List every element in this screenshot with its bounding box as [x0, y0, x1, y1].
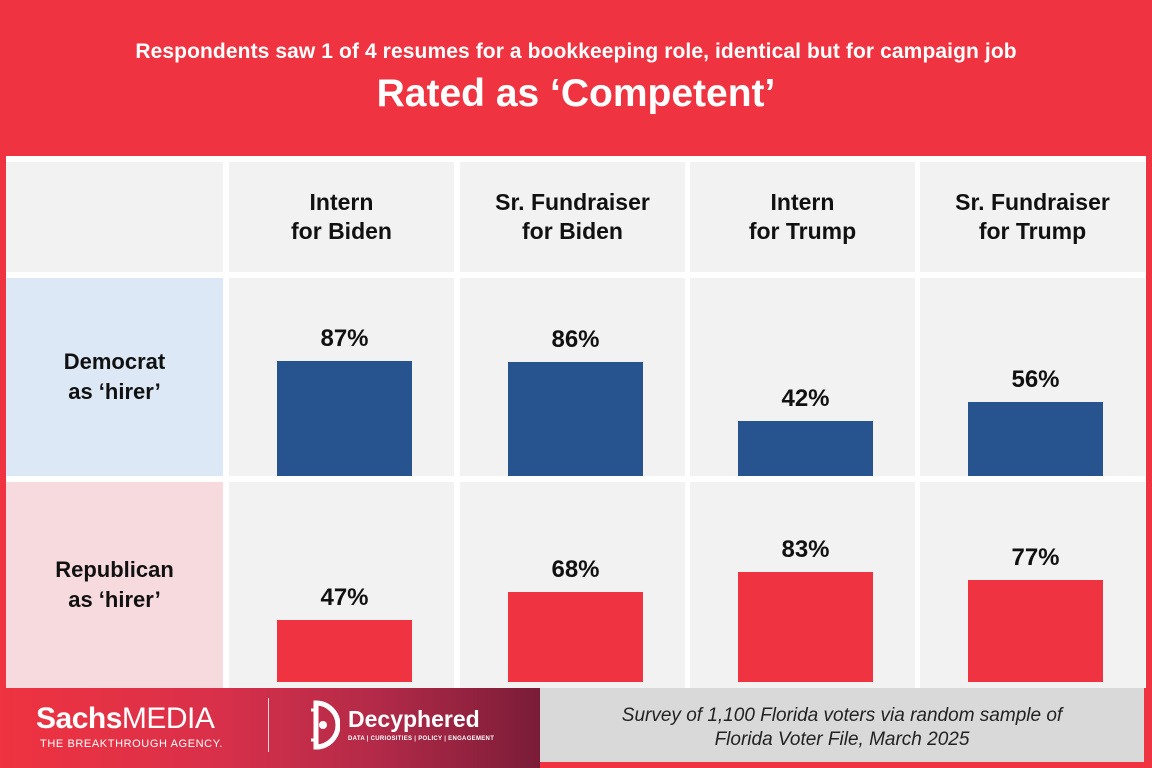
row-header-line2: as ‘hirer’: [68, 379, 161, 404]
logo-divider: [268, 698, 269, 752]
column-header-line1: Intern: [770, 189, 835, 215]
column-header-line1: Sr. Fundraiser: [955, 189, 1110, 215]
row-header-democrat: Democrat as ‘hirer’: [6, 278, 223, 476]
column-header-line2: for Biden: [291, 218, 392, 244]
bar: [738, 572, 873, 682]
column-header-line2: for Biden: [522, 218, 623, 244]
survey-note-line2: Florida Voter File, March 2025: [714, 729, 970, 750]
footer-brand-panel: SachsMEDIA THE BREAKTHROUGH AGENCY. Decy…: [0, 688, 540, 768]
survey-note-line1: Survey of 1,100 Florida voters via rando…: [621, 705, 1063, 726]
column-header-intern-biden: Intern for Biden: [229, 162, 454, 272]
bar: [277, 361, 412, 476]
column-header-intern-trump: Intern for Trump: [690, 162, 915, 272]
row-header-line2: as ‘hirer’: [68, 587, 161, 612]
data-label: 77%: [1011, 544, 1060, 571]
column-header-fundraiser-biden: Sr. Fundraiser for Biden: [460, 162, 685, 272]
column-header-line2: for Trump: [978, 218, 1087, 244]
decyphered-name: Decyphered: [348, 706, 480, 732]
column-header-line1: Intern: [309, 189, 374, 215]
data-cell: 68%: [460, 482, 685, 688]
data-cell: 83%: [690, 482, 915, 688]
chart-subtitle: Respondents saw 1 of 4 resumes for a boo…: [135, 40, 1017, 63]
row-header-republican: Republican as ‘hirer’: [6, 482, 223, 688]
sachs-tagline: THE BREAKTHROUGH AGENCY.: [40, 738, 223, 750]
column-header-line1: Sr. Fundraiser: [495, 189, 650, 215]
footer: SachsMEDIA THE BREAKTHROUGH AGENCY. Decy…: [0, 688, 1152, 768]
bar: [508, 362, 643, 476]
header-banner: Respondents saw 1 of 4 resumes for a boo…: [0, 0, 1152, 156]
data-label: 83%: [781, 536, 830, 563]
decyphered-icon: [311, 700, 340, 750]
footer-note-panel: [540, 688, 1144, 762]
data-label: 86%: [551, 326, 600, 353]
data-label: 42%: [781, 385, 830, 412]
bar: [968, 580, 1103, 682]
logo-rest: MEDIA: [121, 702, 215, 735]
bar: [508, 592, 643, 682]
data-cell: 87%: [229, 278, 454, 476]
chart-title: Rated as ‘Competent’: [376, 72, 776, 115]
decyphered-tagline: DATA | CURIOSITIES | POLICY | ENGAGEMENT: [348, 736, 495, 742]
corner-cell: [6, 162, 223, 272]
bar: [277, 620, 412, 682]
data-label: 68%: [551, 556, 600, 583]
data-label: 56%: [1011, 366, 1060, 393]
data-cell: 56%: [920, 278, 1145, 476]
row-header-line1: Democrat: [63, 349, 166, 374]
bar: [738, 421, 873, 476]
survey-note: Survey of 1,100 Florida voters via rando…: [540, 704, 1144, 752]
chart-grid: Intern for Biden Sr. Fundraiser for Bide…: [6, 156, 1146, 688]
row-header-line1: Republican: [55, 557, 174, 582]
logo-bold: Sachs: [36, 702, 122, 735]
data-label: 87%: [320, 325, 369, 352]
data-label: 47%: [320, 584, 369, 611]
data-cell: 86%: [460, 278, 685, 476]
data-cell: 47%: [229, 482, 454, 688]
bar: [968, 402, 1103, 476]
column-header-line2: for Trump: [748, 218, 857, 244]
sachs-media-logo: SachsMEDIA: [36, 702, 215, 736]
data-cell: 42%: [690, 278, 915, 476]
column-header-fundraiser-trump: Sr. Fundraiser for Trump: [920, 162, 1145, 272]
data-cell: 77%: [920, 482, 1145, 688]
